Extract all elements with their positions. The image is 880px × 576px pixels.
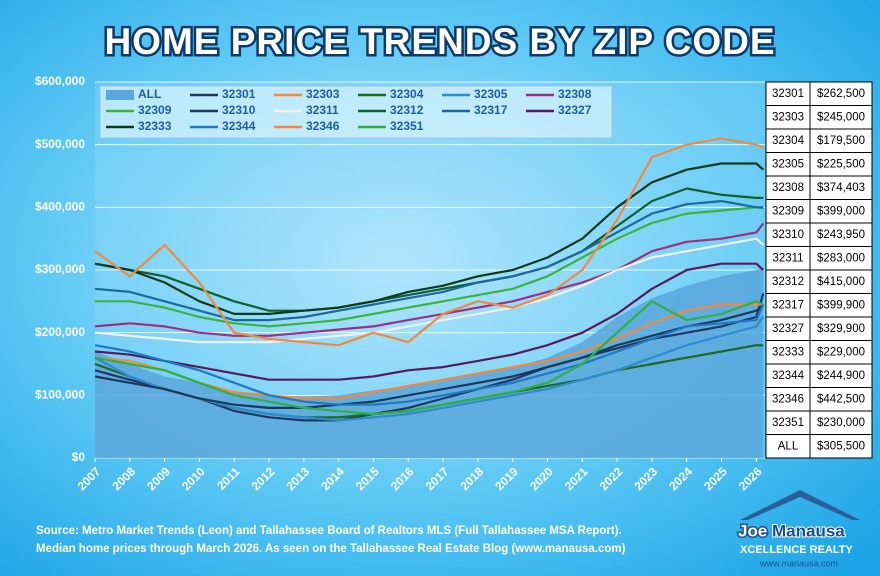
legend-label: 32301 <box>222 87 256 101</box>
series-line <box>94 187 764 312</box>
legend-label: 32344 <box>222 119 256 133</box>
legend-label: 32346 <box>306 119 340 133</box>
table-price: $245,000 <box>817 111 865 123</box>
source-note: Median home prices through March 2026. A… <box>36 543 626 555</box>
table-price: $329,900 <box>817 323 865 335</box>
table-zip: 32310 <box>772 229 804 241</box>
source-note: Source: Metro Market Trends (Leon) and T… <box>36 525 622 537</box>
table-price: $225,500 <box>817 158 865 170</box>
y-tick-label: $0 <box>72 450 86 464</box>
legend-swatch <box>106 90 134 100</box>
table-zip: 32346 <box>772 393 804 405</box>
table-zip: 32308 <box>772 182 804 194</box>
y-tick-label: $300,000 <box>35 262 85 276</box>
table-price: $399,900 <box>817 299 865 311</box>
logo-url: www.manausa.com <box>759 558 838 568</box>
legend-label: 32333 <box>138 119 172 133</box>
series-line <box>94 304 765 406</box>
table-price: $243,950 <box>817 229 865 241</box>
legend-label: 32311 <box>306 103 339 117</box>
table-price: $442,500 <box>817 393 865 405</box>
legend-label: 32327 <box>558 103 592 117</box>
table-zip: 32301 <box>772 88 804 100</box>
table-price: $179,500 <box>817 135 865 147</box>
table-zip: 32351 <box>772 417 804 429</box>
legend-label: 32312 <box>390 103 424 117</box>
logo-roof <box>740 490 860 520</box>
table-zip: 32333 <box>772 346 804 358</box>
chart-title: HOME PRICE TRENDS BY ZIP CODE <box>104 21 775 62</box>
y-tick-label: $200,000 <box>35 325 85 339</box>
table-price: $283,000 <box>817 252 865 264</box>
legend-label: 32309 <box>138 103 172 117</box>
y-tick-label: $100,000 <box>35 388 85 402</box>
table-zip: 32303 <box>772 111 804 123</box>
table-price: $244,900 <box>817 370 865 382</box>
table-zip: 32312 <box>772 276 804 288</box>
logo-first: Joe <box>738 521 767 540</box>
series-line <box>94 300 764 416</box>
table-zip: 32344 <box>772 370 805 382</box>
table-zip: 32304 <box>772 135 805 147</box>
series-line <box>94 200 764 322</box>
table-zip: 32327 <box>772 323 804 335</box>
legend-label: ALL <box>138 87 161 101</box>
table-price: $374,403 <box>817 182 865 194</box>
logo-tagline: XCELLENCE REALTY <box>740 544 854 556</box>
legend-label: 32310 <box>222 103 256 117</box>
table-cell <box>809 434 873 459</box>
series-line <box>94 237 765 344</box>
table-price: $230,000 <box>817 417 865 429</box>
y-tick-label: $600,000 <box>35 74 85 88</box>
table-zip: 32317 <box>772 299 804 311</box>
series-line <box>95 206 764 328</box>
table-zip: ALL <box>778 440 799 452</box>
series-line <box>94 262 765 381</box>
plot: $0 $100,000 $200,000 $300,000 $400,000 $500,0… <box>35 74 765 493</box>
area <box>95 266 764 458</box>
table-price: $399,000 <box>817 205 865 217</box>
legend-label: 32305 <box>474 87 508 101</box>
table-price: $305,500 <box>817 440 865 452</box>
legend: ALL 32301 32303 32304 32305 32308 32309 32310 32… <box>99 85 613 139</box>
series-line <box>94 162 765 315</box>
series-line <box>94 137 764 347</box>
table-zip: 32311 <box>772 252 803 264</box>
table-zip: 32305 <box>772 158 804 170</box>
legend-label: 32351 <box>390 119 424 133</box>
y-tick-label: $400,000 <box>35 200 85 214</box>
table-zip: 32309 <box>772 205 804 217</box>
y-tick-label: $500,000 <box>35 137 85 151</box>
table-price: $262,500 <box>817 88 865 100</box>
table-price: $229,000 <box>817 346 865 358</box>
logo-last: Manausa <box>772 521 845 540</box>
logo: Joe Manausa XCELLENCE REALTY www.manausa… <box>737 490 860 568</box>
legend-label: 32303 <box>306 87 340 101</box>
legend-label: 32317 <box>474 103 508 117</box>
table-price: $415,000 <box>817 276 865 288</box>
legend-label: 32304 <box>390 87 424 101</box>
price-table: 32301 $262,500 32303 $245,000 32304 $179,500 3… <box>765 81 873 459</box>
legend-label: 32308 <box>558 87 592 101</box>
